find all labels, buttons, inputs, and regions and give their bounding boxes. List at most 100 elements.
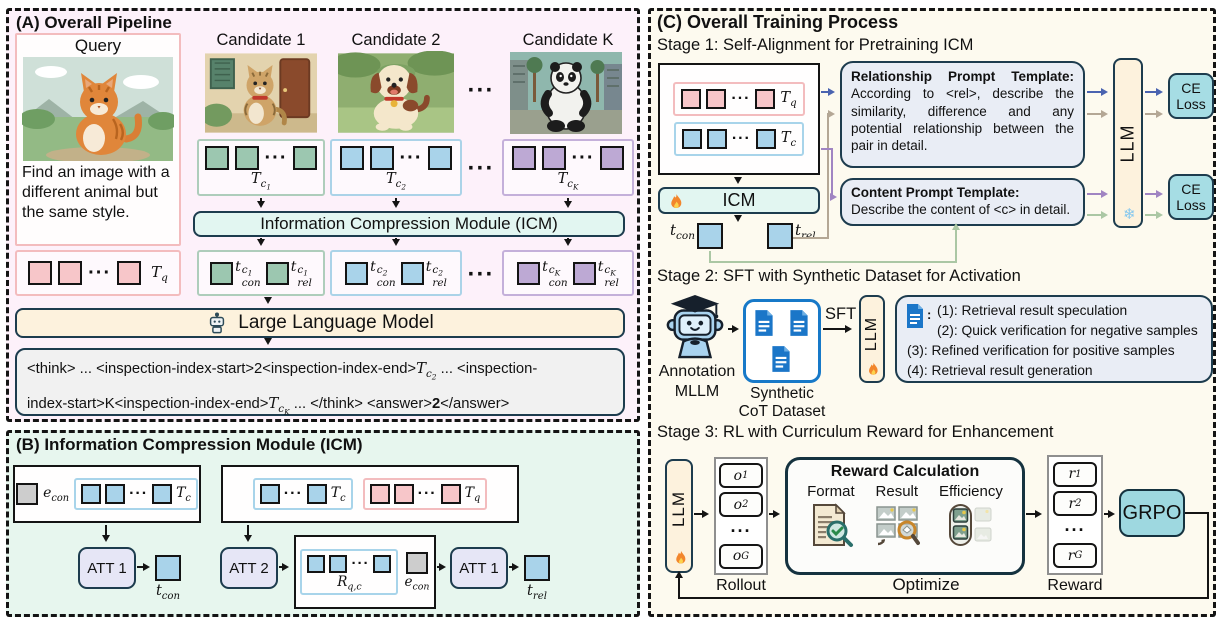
arrow-input-to-icm: [737, 177, 740, 182]
tc-inner-box: ··· Tc: [252, 478, 353, 510]
token: [511, 145, 536, 170]
arrow-relationship-to-llm-blue: [1087, 91, 1106, 93]
token: [681, 129, 702, 149]
t-con-token: [155, 555, 181, 581]
candidate1-cat-image: [205, 53, 317, 133]
reward-calc-title: Reward Calculation: [830, 463, 980, 480]
panel-c-training-process: (C) Overall Training Process Stage 1: Se…: [648, 8, 1216, 617]
token: [339, 145, 364, 170]
candidate2-token-box: ··· Tc2: [330, 139, 462, 196]
token: [210, 261, 234, 285]
token: [600, 145, 625, 170]
tq-row: ··· Tq: [673, 82, 805, 116]
sft-task-1: (1): Retrieval result speculation: [937, 303, 1128, 318]
relationship-template-box: Relationship Prompt Template: According …: [840, 61, 1085, 168]
llm-bar: Large Language Model: [15, 308, 625, 338]
grpo-box: GRPO: [1119, 489, 1185, 537]
llm-label: LLM: [1117, 123, 1138, 163]
line-tcon-green-down: [709, 251, 711, 263]
stage1-input-box: ··· Tq ··· Tc: [658, 63, 820, 175]
content-template-body: Describe the content of <c> in detail.: [851, 202, 1071, 218]
document-icon: [772, 346, 790, 372]
arrow-icm-out-c2: [395, 238, 398, 244]
sft-task-3: (3): Refined verification for positive s…: [907, 343, 1175, 358]
token: [541, 145, 566, 170]
synthetic-dataset-box: [743, 299, 821, 383]
arrow-tc-to-content: [831, 196, 835, 198]
t-con-label: tcon: [155, 583, 181, 602]
tc-label: Tc: [176, 484, 191, 504]
llm-label: LLM: [669, 490, 689, 528]
fire-icon: [869, 362, 878, 375]
relationship-template-title: Relationship Prompt Template:: [851, 69, 1074, 84]
stage3-llm-bar: LLM: [665, 459, 693, 573]
arrow-robot-to-dataset: [728, 328, 737, 331]
arrow-to-att2: [247, 525, 250, 540]
token: [428, 145, 453, 170]
arrow-llm-to-ce1-blue: [1145, 91, 1161, 93]
ce-loss-box-2: CE Loss: [1168, 174, 1214, 220]
panel-b-title: (B) Information Compression Module (ICM): [16, 435, 363, 454]
document-icon: [790, 310, 808, 336]
ellipsis: ···: [731, 90, 751, 107]
efficiency-reward-icon: [948, 504, 992, 546]
e-con-label: econ: [404, 573, 430, 593]
output-line-2: index-start>K<inspection-index-end>TcK .…: [27, 394, 510, 417]
token: [345, 261, 369, 285]
arrow-icm-down: [737, 215, 740, 220]
result-reward-icon: [876, 506, 920, 546]
llm-label: LLM: [863, 316, 880, 352]
tc1-label: Tc1: [251, 170, 271, 192]
ellipsis: ···: [351, 555, 370, 573]
reward-label: Reward: [1047, 577, 1103, 594]
ce-loss-box-1: CE Loss: [1168, 73, 1214, 119]
snowflake-icon: ❄: [1123, 206, 1136, 223]
token: [58, 261, 83, 285]
panel-b-icm: (B) Information Compression Module (ICM)…: [6, 430, 640, 617]
ellipsis: ···: [731, 130, 751, 147]
annotation-label-1: Annotation: [658, 363, 736, 380]
arrow-to-att1: [105, 525, 108, 540]
ellipsis: ···: [571, 146, 595, 169]
tc-row: ··· Tc: [673, 122, 805, 156]
token: [117, 261, 142, 285]
arrow-optimize-to-llm: [678, 577, 681, 599]
panel-a-overall-pipeline: (A) Overall Pipeline Query: [6, 8, 640, 422]
document-icon: [755, 310, 773, 336]
t-rel-label: trel: [795, 221, 816, 242]
t-con-c2: t c2 con: [370, 259, 396, 289]
relationship-template-body: According to <rel>, describe the similar…: [851, 86, 1074, 154]
fire-icon: [676, 550, 686, 564]
token: [706, 89, 727, 109]
arrow-tokens-to-llm: [267, 297, 270, 302]
arrow-llm-to-ce1-tan: [1145, 113, 1161, 115]
att2-box: ATT 2: [220, 547, 278, 589]
llm-output-textbox: <think> ... <inspection-index-start>2<in…: [15, 348, 625, 416]
t-rel-c1: t c1 rel: [290, 259, 312, 289]
stage1-header: Stage 1: Self-Alignment for Pretraining …: [657, 36, 974, 54]
t-con-token: [697, 223, 723, 249]
query-label: Query: [74, 36, 122, 55]
arrow-icm-out-cK: [567, 238, 570, 244]
arrow-rollout-to-reward-calc: [769, 513, 778, 516]
token: [306, 484, 327, 504]
tc-inner-box: ··· Tc: [74, 478, 198, 510]
dataset-label-2: CoT Dataset: [738, 403, 826, 420]
candidate1-label: Candidate 1: [216, 31, 306, 49]
token: [81, 484, 102, 504]
token: [16, 483, 39, 505]
output-line-1: <think> ... <inspection-index-start>2<in…: [27, 360, 538, 382]
ellipsis: ···: [467, 77, 495, 104]
colon-dots: :: [927, 307, 932, 322]
arrow-cK-to-icm: [567, 198, 570, 206]
arrow-c2-to-icm: [395, 198, 398, 206]
token: [234, 145, 259, 170]
tc-label: Tc: [780, 129, 797, 149]
icm-left-input-box: econ ··· Tc: [13, 465, 201, 523]
candidate1-output-box: t c1 con t c1 rel: [197, 250, 325, 296]
tq-label: Tq: [780, 89, 797, 109]
token: [105, 484, 126, 504]
arrow-tq-to-relationship: [821, 91, 833, 93]
